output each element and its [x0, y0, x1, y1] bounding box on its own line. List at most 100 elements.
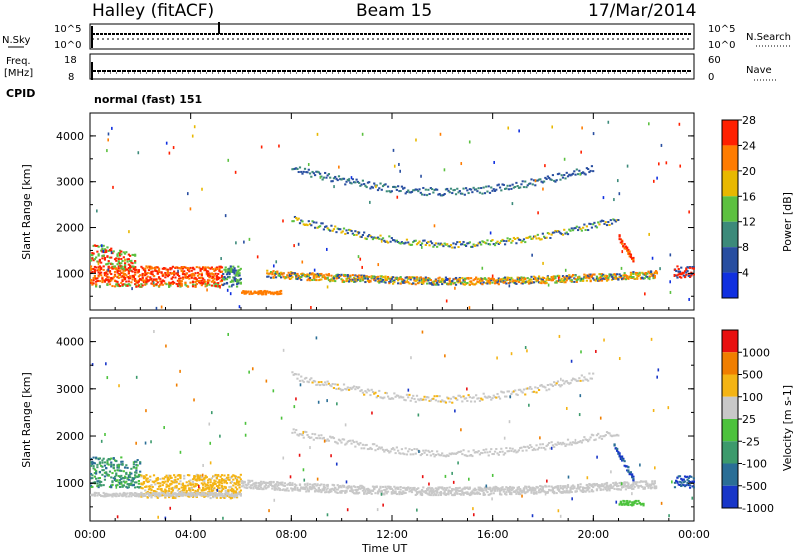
power-echo — [91, 267, 94, 270]
velocity-echo — [103, 471, 107, 474]
velocity-echo — [217, 486, 220, 489]
velocity-echo — [113, 469, 117, 472]
power-echo — [311, 279, 314, 282]
velocity-echo — [614, 434, 617, 437]
power-echo — [107, 276, 110, 279]
power-echo — [237, 282, 240, 285]
velocity-echo — [224, 491, 227, 494]
power-echo — [498, 278, 502, 281]
velocity-echo — [155, 492, 158, 495]
power-echo — [297, 276, 300, 279]
velocity-echo — [234, 477, 237, 480]
power-echo — [632, 272, 635, 275]
velocity-echo — [92, 467, 95, 470]
velocity-echo — [164, 488, 167, 491]
velocity-echo — [437, 486, 440, 489]
power-echo — [468, 241, 471, 244]
power-echo — [363, 231, 366, 234]
power-echo — [190, 269, 193, 272]
velocity-echo — [588, 490, 591, 493]
velocity-echo — [237, 480, 240, 483]
power-echo — [434, 283, 437, 286]
velocity-echo — [290, 487, 293, 490]
velocity-echo — [107, 493, 110, 496]
power-echo — [210, 266, 213, 269]
velocity-echo — [423, 451, 426, 454]
power-echo — [570, 280, 573, 283]
velocity-echo — [175, 484, 178, 487]
velocity-echo — [237, 493, 240, 496]
power-echo — [256, 291, 259, 294]
power-echo — [503, 276, 507, 279]
power-echo — [135, 279, 138, 282]
velocity-echo — [525, 491, 528, 494]
power-noise — [110, 251, 113, 255]
velocity-echo — [360, 484, 363, 487]
velocity-echo — [137, 495, 141, 498]
power-echo — [554, 275, 557, 278]
velocity-echo — [122, 477, 125, 480]
power-echo — [199, 269, 202, 272]
power-echo — [545, 236, 548, 239]
power-echo — [570, 173, 573, 176]
power-echo — [444, 278, 448, 281]
velocity-echo — [293, 488, 297, 491]
power-echo — [225, 282, 229, 285]
velocity-echo — [451, 489, 454, 492]
power-echo — [291, 272, 294, 275]
power-echo — [464, 187, 468, 190]
power-echo — [471, 282, 474, 285]
velocity-echo — [462, 492, 465, 495]
velocity-echo — [632, 483, 635, 486]
power-echo — [188, 268, 191, 271]
power-echo — [376, 280, 380, 283]
velocity-echo — [370, 492, 373, 495]
velocity-echo — [116, 466, 119, 469]
power-echo — [428, 193, 431, 196]
velocity-echo — [488, 488, 492, 491]
power-echo — [395, 188, 398, 191]
power-echo — [582, 279, 585, 282]
power-echo — [336, 277, 339, 280]
power-echo — [337, 273, 341, 276]
power-echo — [442, 194, 445, 197]
velocity-echo — [233, 496, 236, 499]
power-echo — [447, 189, 450, 192]
power-echo — [414, 188, 417, 191]
power-echo — [409, 278, 412, 281]
power-noise — [518, 129, 520, 133]
power-echo — [502, 183, 505, 186]
velocity-echo — [277, 487, 280, 490]
velocity-echo — [456, 492, 459, 495]
power-echo — [351, 274, 354, 277]
power-echo — [150, 272, 153, 275]
velocity-echo — [100, 495, 103, 498]
velocity-echo — [125, 495, 128, 498]
velocity-echo — [468, 454, 471, 457]
power-echo — [507, 188, 510, 191]
velocity-echo — [169, 492, 172, 495]
power-echo — [592, 223, 595, 226]
velocity-echo — [603, 486, 606, 489]
power-echo — [363, 277, 366, 280]
power-echo — [227, 269, 230, 272]
power-noise — [648, 122, 650, 126]
velocity-echo — [510, 449, 513, 452]
power-echo — [320, 222, 323, 225]
velocity-echo — [447, 454, 450, 457]
power-echo — [301, 172, 304, 175]
power-echo — [589, 274, 592, 277]
velocity-echo — [448, 400, 451, 403]
power-echo — [585, 274, 588, 277]
power-echo — [122, 267, 125, 270]
power-echo — [531, 281, 534, 284]
power-echo — [578, 226, 581, 229]
velocity-echo — [230, 480, 234, 483]
velocity-echo — [482, 493, 485, 496]
power-echo — [310, 278, 313, 281]
power-echo — [278, 272, 281, 275]
velocity-echo — [108, 485, 112, 488]
velocity-echo — [364, 390, 367, 393]
power-echo — [418, 277, 421, 280]
power-echo — [543, 280, 546, 283]
